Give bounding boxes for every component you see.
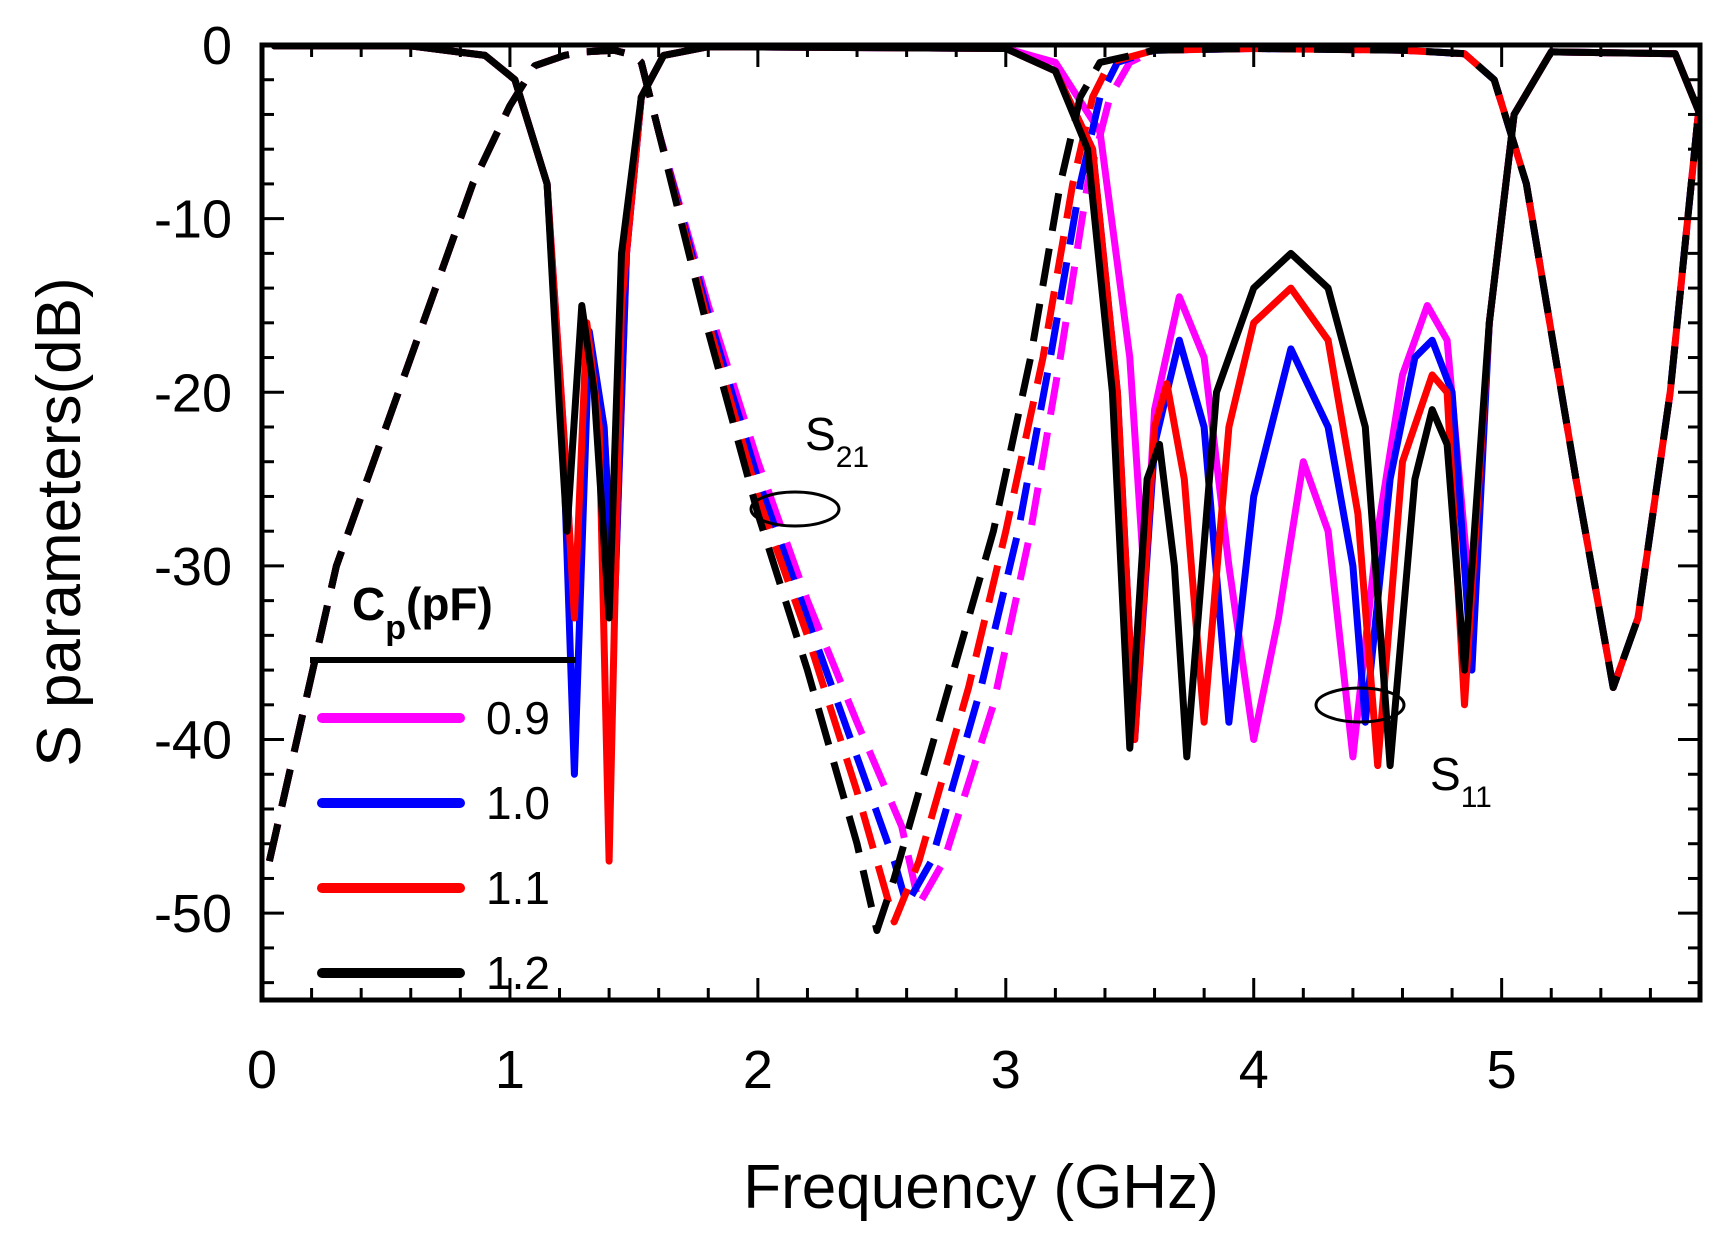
x-tick-label: 5 [1487, 1040, 1517, 1100]
s21-label-sub: 21 [836, 441, 869, 474]
s11-marker-ellipse [1314, 686, 1406, 724]
y-tick-label: -30 [154, 537, 232, 597]
legend-label-0.9: 0.9 [486, 692, 550, 744]
legend-title: Cp(pF) [352, 578, 493, 647]
y-tick-label: 0 [202, 16, 232, 76]
s21-curve-1.0 [265, 45, 1700, 908]
legend-title-rest: (pF) [406, 578, 493, 630]
y-tick-label: -40 [154, 711, 232, 771]
x-axis-title: Frequency (GHz) [743, 1153, 1218, 1222]
legend-label-1.2: 1.2 [486, 947, 550, 999]
annotation-s21: S21 [749, 408, 869, 528]
legend-entries: 0.9 1.0 1.1 1.2 [317, 692, 550, 999]
x-tick-label: 2 [743, 1040, 773, 1100]
x-tick-label: 3 [991, 1040, 1021, 1100]
s21-curve-0.9 [265, 45, 1700, 908]
x-tick-label: 1 [495, 1040, 525, 1100]
y-axis-title: S parameters(dB) [25, 277, 94, 766]
s21-marker-ellipse [749, 490, 841, 528]
legend-label-1.0: 1.0 [486, 777, 550, 829]
y-tick-label: -20 [154, 363, 232, 423]
annotation-s11: S11 [1314, 686, 1492, 814]
tick-label-group: 0 1 2 3 4 5 0 -10 -20 -30 -40 -50 [154, 16, 1517, 1100]
x-tick-label: 0 [247, 1040, 277, 1100]
s11-curve-1.1 [270, 45, 1700, 865]
s21-label-main: S [805, 408, 836, 460]
legend-label-1.1: 1.1 [486, 862, 550, 914]
s11-label-sub: 11 [1461, 781, 1492, 814]
y-tick-label: -10 [154, 190, 232, 250]
s21-curve-1.2 [265, 45, 1700, 934]
s21-label: S21 [805, 408, 869, 474]
legend: Cp(pF) 0.9 1.0 1.1 1.2 [310, 578, 576, 999]
s11-label-main: S [1430, 748, 1461, 800]
legend-title-main: C [352, 578, 385, 630]
tick-group [260, 43, 1702, 1000]
x-tick-label: 4 [1239, 1040, 1269, 1100]
s11-label: S11 [1430, 748, 1492, 814]
legend-title-sub: p [385, 609, 406, 647]
plot-frame [259, 42, 1703, 1003]
y-tick-label: -50 [154, 884, 232, 944]
curve-group [265, 45, 1700, 934]
s11-curve-1.2 [270, 45, 1700, 770]
